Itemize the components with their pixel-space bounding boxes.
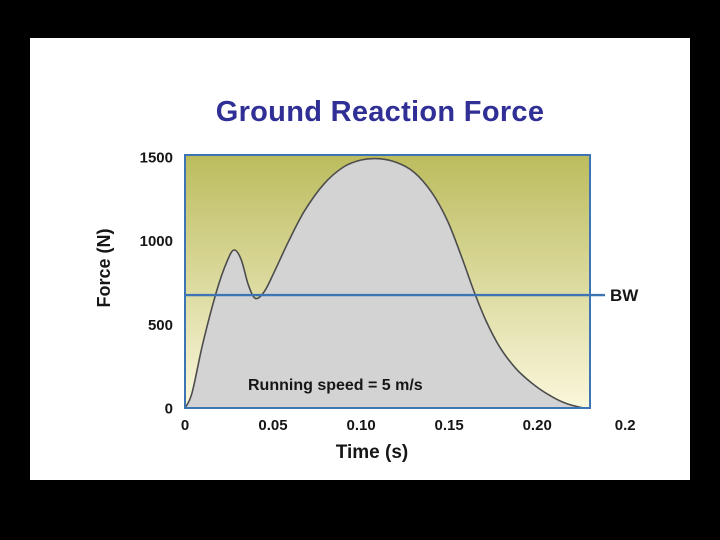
x-tick-label-0.20: 0.20 bbox=[523, 417, 552, 434]
y-axis-label: Force (N) bbox=[94, 228, 114, 307]
running-speed-annotation: Running speed = 5 m/s bbox=[248, 377, 423, 394]
y-tick-label-0: 0 bbox=[165, 401, 173, 418]
x-tick-labels: 0 0.05 0.10 0.15 0.20 0.2 bbox=[181, 417, 636, 434]
chart-title: Ground Reaction Force bbox=[215, 96, 545, 128]
x-tick-label-0.10: 0.10 bbox=[346, 417, 375, 434]
x-axis-label: Time (s) bbox=[336, 442, 409, 463]
grf-chart: 0 500 1000 1500 0 0.05 0.10 0.15 0.20 0.2 Force … bbox=[94, 150, 639, 464]
bw-label: BW bbox=[610, 286, 639, 305]
y-tick-label-1500: 1500 bbox=[140, 150, 173, 167]
x-tick-label-0: 0 bbox=[181, 417, 189, 434]
y-tick-label-500: 500 bbox=[148, 317, 173, 334]
plot-border bbox=[184, 154, 591, 409]
y-tick-labels: 0 500 1000 1500 bbox=[140, 150, 173, 418]
x-tick-label-0.15: 0.15 bbox=[434, 417, 463, 434]
x-tick-label-0.2: 0.2 bbox=[615, 417, 636, 434]
slide: Ground Reaction Force 0 500 1000 1500 0 0.05… bbox=[30, 38, 690, 480]
x-tick-label-0.05: 0.05 bbox=[258, 417, 287, 434]
y-tick-label-1000: 1000 bbox=[140, 233, 173, 250]
grf-curve bbox=[185, 157, 584, 408]
